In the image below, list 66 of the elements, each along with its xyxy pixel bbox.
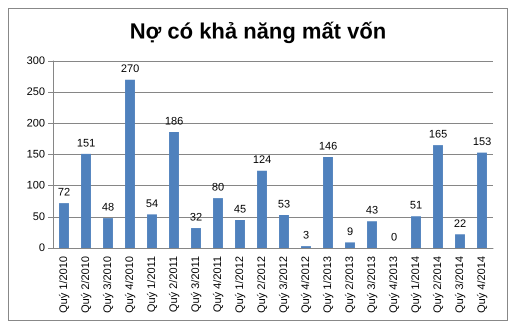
bar bbox=[59, 203, 69, 248]
bar bbox=[103, 218, 113, 248]
data-label: 54 bbox=[146, 198, 158, 210]
data-label: 43 bbox=[366, 204, 378, 217]
data-label: 32 bbox=[190, 212, 202, 224]
y-tick-label: 100 bbox=[26, 180, 45, 192]
x-tick-label: Quý 2/2011 bbox=[168, 256, 180, 312]
x-tick-label: Quý 3/2010 bbox=[102, 256, 114, 313]
data-label: 165 bbox=[428, 128, 448, 141]
x-tick-label: Quý 1/2012 bbox=[234, 256, 246, 313]
x-tick-label: Quý 1/2013 bbox=[322, 256, 334, 313]
data-label: 270 bbox=[120, 63, 140, 76]
x-tick-label: Quý 3/2014 bbox=[454, 256, 466, 313]
x-tick-label: Quý 4/2011 bbox=[212, 256, 224, 312]
y-tick-label: 200 bbox=[26, 117, 45, 130]
bar bbox=[477, 152, 487, 248]
y-tick-label: 50 bbox=[32, 210, 45, 223]
data-label: 72 bbox=[58, 186, 70, 199]
x-tick-label: Quý 1/2011 bbox=[146, 256, 158, 312]
x-tick-label: Quý 4/2010 bbox=[124, 256, 136, 313]
data-label: 80 bbox=[212, 182, 224, 194]
data-label: 45 bbox=[234, 203, 246, 216]
data-label: 146 bbox=[318, 140, 338, 152]
data-label: 53 bbox=[278, 198, 290, 210]
data-label: 153 bbox=[472, 136, 492, 148]
bar bbox=[213, 198, 223, 248]
bar bbox=[345, 242, 355, 248]
bar bbox=[411, 216, 421, 248]
data-label: 124 bbox=[252, 154, 272, 166]
x-tick-label: Quý 4/2014 bbox=[476, 256, 488, 313]
x-tick-label: Quý 3/2012 bbox=[278, 256, 290, 313]
y-tick-label: 300 bbox=[26, 55, 45, 67]
data-label: 0 bbox=[390, 232, 398, 244]
bar bbox=[257, 170, 267, 248]
y-tick-label: 0 bbox=[38, 242, 45, 254]
data-label: 22 bbox=[454, 218, 466, 230]
data-label: 151 bbox=[76, 137, 96, 150]
bar bbox=[433, 145, 443, 248]
x-tick-label: Quý 2/2014 bbox=[432, 256, 444, 313]
bar bbox=[125, 80, 135, 248]
x-tick-label: Quý 1/2014 bbox=[410, 256, 422, 313]
bar bbox=[191, 228, 201, 248]
x-tick-label: Quý 2/2013 bbox=[344, 256, 356, 313]
bar bbox=[235, 220, 245, 248]
x-tick-label: Quý 2/2010 bbox=[80, 256, 92, 313]
chart-title: Nợ có khả năng mất vốn bbox=[130, 18, 386, 44]
bar bbox=[323, 156, 333, 248]
data-label: 186 bbox=[164, 116, 184, 128]
data-label: 48 bbox=[102, 202, 114, 214]
bar bbox=[147, 214, 157, 248]
y-tick-label: 250 bbox=[26, 86, 45, 98]
data-label: 3 bbox=[302, 230, 310, 242]
bar bbox=[367, 221, 377, 248]
x-tick-label: Quý 1/2010 bbox=[58, 256, 70, 313]
x-tick-label: Quý 4/2012 bbox=[300, 256, 312, 313]
data-label: 9 bbox=[346, 226, 354, 238]
bar bbox=[455, 234, 465, 248]
x-tick-label: Quý 3/2011 bbox=[190, 256, 202, 312]
bar bbox=[279, 214, 289, 248]
x-tick-label: Quý 4/2013 bbox=[388, 256, 400, 313]
bar bbox=[169, 132, 179, 248]
x-tick-label: Quý 2/2012 bbox=[256, 256, 268, 313]
data-label: 51 bbox=[410, 200, 422, 212]
y-tick-label: 150 bbox=[26, 148, 45, 160]
x-tick-label: Quý 3/2013 bbox=[366, 256, 378, 313]
bar bbox=[81, 154, 91, 248]
